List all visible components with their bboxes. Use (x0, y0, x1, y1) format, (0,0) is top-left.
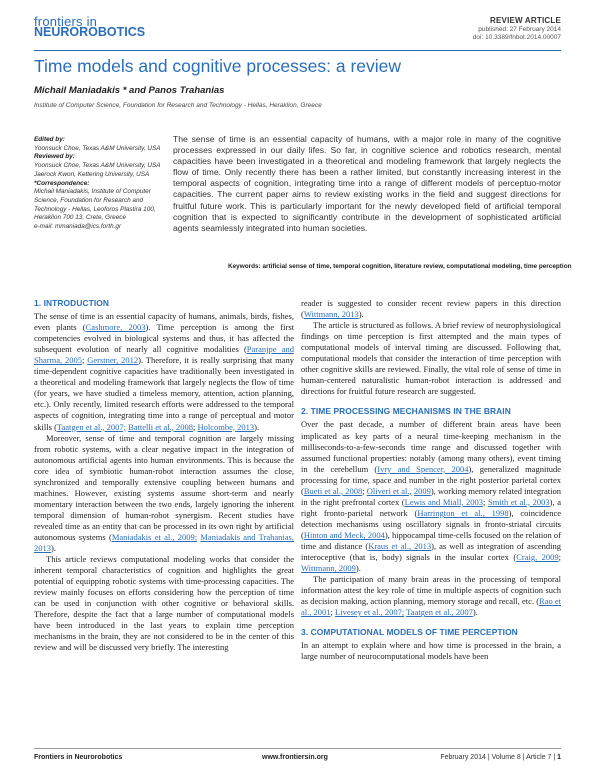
keywords-list: artificial sense of time, temporal cogni… (262, 263, 572, 270)
paragraph: Over the past decade, a number of differ… (301, 419, 561, 574)
correspondence-email[interactable]: e-mail: mmaniada@ics.forth.gr (34, 223, 122, 231)
citation-link[interactable]: Maniadakis et al., 2009; (111, 531, 198, 542)
paragraph: The sense of time is an essential capaci… (34, 311, 295, 432)
article-title: Time models and cognitive processes: a r… (34, 56, 402, 76)
citation-link[interactable]: Wittmann, 2013 (303, 309, 359, 320)
citation-link[interactable]: 2009 (413, 485, 431, 496)
paragraph: This article reviews computational model… (34, 554, 294, 653)
section-heading-time-processing: 2. TIME PROCESSING MECHANISMS IN THE BRA… (301, 406, 511, 417)
citation-link[interactable]: Smith et al., 2003 (488, 496, 550, 507)
citation-link[interactable]: Wittmann, 2009 (301, 563, 356, 574)
citation-link[interactable]: Rao et al., 2001 (301, 596, 562, 618)
section-heading-computational-models: 3. COMPUTATIONAL MODELS OF TIME PERCEPTI… (301, 627, 518, 638)
editor[interactable]: Yoonsuck Choe, Texas A&M University, USA (34, 144, 161, 152)
paragraph: Moreover, sense of time and temporal cog… (34, 432, 294, 554)
footer-issue-text: February 2014 | Volume 8 | Article 7 | (440, 754, 556, 761)
abstract: The sense of time is an essential capaci… (173, 134, 561, 233)
keywords-label: Keywords: (228, 263, 261, 270)
paragraph: reader is suggested to consider recent r… (301, 298, 561, 320)
journal-logo-line2: NEUROROBOTICS (34, 25, 146, 39)
page-number: 1 (557, 754, 561, 761)
editorial-info: Edited by: Yoonsuck Choe, Texas A&M Univ… (34, 136, 166, 232)
citation-link[interactable]: Paranjpe and Sharma, 2005 (34, 344, 294, 366)
journal-logo-line1: frontiers in (34, 14, 98, 29)
citation-link[interactable]: Livesey et al., 2007; (335, 607, 405, 618)
reviewer[interactable]: Jaerock Kwon, Kettering University, USA (34, 170, 150, 178)
article-meta: REVIEW ARTICLE published: 27 February 20… (473, 16, 561, 42)
footer-website-link[interactable]: www.frontiersin.org (262, 754, 328, 761)
footer-issue-info: February 2014 | Volume 8 | Article 7 | 1 (440, 754, 561, 761)
citation-link[interactable]: Cashmore, 2003 (85, 322, 146, 333)
citation-link[interactable]: Bueti et al., 2008 (303, 485, 363, 496)
citation-link[interactable]: Gerstner, 2012 (87, 355, 139, 366)
citation-link[interactable]: Craig, 2009 (516, 552, 559, 563)
correspondence-label: *Correspondence: (34, 179, 90, 187)
reviewer[interactable]: Yoonsuck Choe, Texas A&M University, USA (34, 162, 161, 170)
citation-link[interactable]: Kraus et al., 2013 (368, 540, 432, 551)
reviewed-by-label: Reviewed by: (34, 153, 75, 161)
footer-divider (34, 748, 561, 749)
citation-link[interactable]: Holcombe, 2013 (197, 421, 255, 432)
keywords: Keywords: artificial sense of time, temp… (228, 263, 572, 270)
citation-link[interactable]: Harrington et al., 1998 (417, 507, 509, 518)
section-heading-introduction: 1. INTRODUCTION (34, 298, 110, 308)
paragraph: The article is structured as follows. A … (301, 320, 561, 397)
citation-link[interactable]: Battelli et al., 2008 (128, 421, 193, 432)
journal-logo[interactable]: frontiers in NEUROROBOTICS (34, 14, 146, 39)
citation-link[interactable]: Ivry and Spencer, 2004 (377, 463, 469, 474)
paragraph: In an attempt to explain where and how t… (301, 640, 561, 662)
citation-link[interactable]: Taatgen et al., 2007; (56, 421, 126, 432)
published-date: published: 27 February 2014 (478, 26, 561, 33)
citation-link[interactable]: Maniadakis and Trahanias, 2013 (34, 531, 294, 554)
correspondence-address: Michail Maniadakis, Institute of Compute… (34, 188, 156, 222)
citation-link[interactable]: Taatgen et al., 2007 (406, 607, 473, 618)
header-divider (34, 50, 561, 51)
citation-link[interactable]: Hinton and Meck, 2004 (303, 529, 385, 540)
authors[interactable]: Michail Maniadakis * and Panos Trahanias (34, 85, 225, 96)
article-type: REVIEW ARTICLE (490, 16, 561, 25)
paragraph: The participation of many brain areas in… (301, 574, 562, 618)
citation-link[interactable]: Lewis and Miall, 2003 (404, 496, 484, 507)
doi[interactable]: doi: 10.3389/fnbot.2014.00007 (472, 34, 561, 41)
body-column-right: reader is suggested to consider recent r… (301, 298, 561, 662)
affiliation: Institute of Computer Science, Foundatio… (34, 102, 322, 109)
footer-journal-name: Frontiers in Neurorobotics (34, 754, 123, 761)
body-column-left: 1. INTRODUCTION The sense of time is an … (34, 298, 294, 654)
citation-link[interactable]: Oliveri et al., (366, 485, 412, 496)
edited-by-label: Edited by: (34, 136, 65, 143)
